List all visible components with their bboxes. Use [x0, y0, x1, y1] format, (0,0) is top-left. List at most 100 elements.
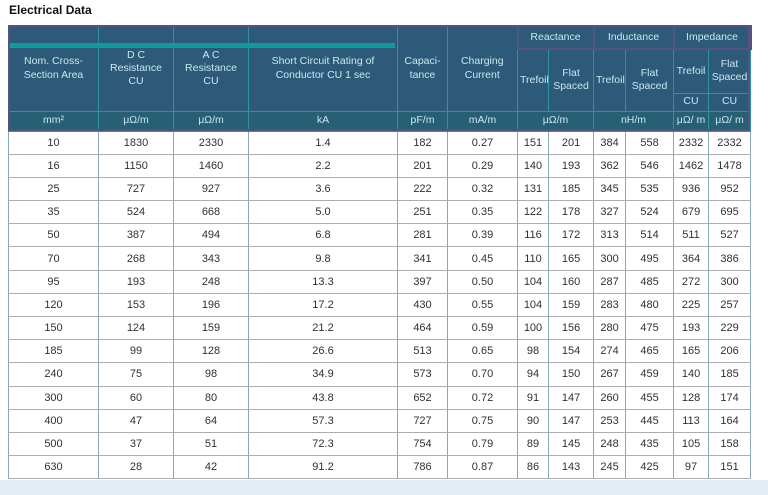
- subheader-impedance-flat-spaced: Flat Spaced: [708, 48, 752, 94]
- data-cell: 727: [397, 408, 448, 433]
- data-cell: 300: [593, 246, 627, 271]
- data-cell: 122: [517, 200, 549, 225]
- data-cell: 0.72: [447, 385, 518, 410]
- unit-dc-resistance: μΩ/m: [98, 110, 174, 132]
- data-cell: 124: [98, 315, 174, 341]
- data-cell: 384: [593, 130, 627, 155]
- electrical-table: Nom. Cross-Section Area D C Resistance C…: [8, 25, 752, 480]
- data-cell: 695: [708, 200, 752, 225]
- data-cell: 397: [397, 269, 448, 294]
- unit-impedance-trefoil: μΩ/ m: [673, 110, 710, 132]
- data-cell: 455: [625, 385, 675, 410]
- table-row: 120 153 196 17.2 430 0.55 104 159 283 480 225 257: [8, 292, 752, 318]
- data-cell: 0.45: [447, 246, 518, 271]
- data-cell: 89: [517, 431, 549, 457]
- data-cell: 229: [708, 315, 752, 341]
- data-cell: 99: [98, 339, 174, 364]
- data-cell: 9.8: [248, 246, 398, 271]
- header-sub-row: Trefoil Flat Spaced Trefoil Flat Spaced …: [9, 48, 752, 112]
- data-cell: 2332: [708, 130, 752, 155]
- data-cell: 253: [593, 408, 627, 433]
- table-row: 630 28 42 91.2 786 0.87 86 143 245 425 97 151: [8, 455, 752, 480]
- data-cell: 100: [517, 315, 549, 341]
- data-cell: 143: [547, 455, 595, 480]
- col-header-short-circuit: Short Circuit Rating of Conductor CU 1 s…: [248, 25, 398, 112]
- data-cell: 313: [593, 223, 627, 248]
- data-cell: 2332: [673, 130, 710, 155]
- data-cell: 494: [173, 223, 249, 248]
- table-body: 10 1830 2330 1.4 182 0.27 151 201 384 558 2332 2332…: [8, 130, 752, 480]
- table-row: 185 99 128 26.6 513 0.65 98 154 274 465 165 206: [8, 339, 752, 364]
- unit-inductance: nH/m: [593, 110, 675, 132]
- data-cell: 400: [8, 408, 99, 433]
- data-cell: 158: [708, 431, 752, 457]
- col-header-dc-resistance: D C Resistance CU: [98, 25, 174, 112]
- data-cell: 185: [8, 339, 99, 364]
- data-cell: 185: [708, 362, 752, 387]
- data-cell: 464: [397, 315, 448, 341]
- group-header-inductance: Inductance: [592, 25, 675, 50]
- bottom-band: [0, 480, 768, 495]
- data-cell: 97: [673, 455, 710, 480]
- data-cell: 70: [8, 246, 99, 271]
- data-cell: 248: [593, 431, 627, 457]
- data-cell: 37: [98, 431, 174, 457]
- data-cell: 90: [517, 408, 549, 433]
- data-cell: 480: [625, 292, 675, 318]
- data-cell: 91: [517, 385, 549, 410]
- table-row: 500 37 51 72.3 754 0.79 89 145 248 435 105 158: [8, 431, 752, 457]
- data-cell: 362: [593, 153, 627, 178]
- data-cell: 546: [625, 153, 675, 178]
- data-cell: 113: [673, 408, 710, 433]
- data-cell: 159: [173, 315, 249, 341]
- data-cell: 3.6: [248, 176, 398, 202]
- data-cell: 153: [98, 292, 174, 318]
- subheader-impedance-flat-cu: CU: [708, 92, 752, 112]
- data-cell: 147: [547, 408, 595, 433]
- table-row: 50 387 494 6.8 281 0.39 116 172 313 514 511 527: [8, 223, 752, 248]
- data-cell: 0.75: [447, 408, 518, 433]
- col-header-charging-current: Charging Current: [447, 25, 518, 112]
- unit-reactance: μΩ/m: [516, 110, 595, 132]
- data-cell: 13.3: [248, 269, 398, 294]
- data-cell: 128: [673, 385, 710, 410]
- page-title: Electrical Data: [9, 3, 92, 17]
- subheader-inductance-flat-spaced: Flat Spaced: [625, 48, 675, 112]
- data-cell: 98: [517, 339, 549, 364]
- data-cell: 57.3: [248, 408, 398, 433]
- subheader-reactance-flat-spaced: Flat Spaced: [547, 48, 595, 112]
- data-cell: 50: [8, 223, 99, 248]
- data-cell: 151: [517, 130, 549, 155]
- data-cell: 150: [547, 362, 595, 387]
- data-cell: 159: [547, 292, 595, 318]
- data-cell: 25: [8, 176, 99, 202]
- data-cell: 201: [397, 153, 448, 178]
- data-cell: 160: [547, 269, 595, 294]
- data-cell: 34.9: [248, 362, 398, 387]
- unit-cross-section: mm²: [8, 110, 99, 132]
- data-cell: 0.65: [447, 339, 518, 364]
- data-cell: 257: [708, 292, 752, 318]
- units-row: mm² μΩ/m μΩ/m kA pF/m mA/m μΩ/m nH/m μΩ/…: [8, 110, 752, 132]
- data-cell: 300: [708, 269, 752, 294]
- data-cell: 679: [673, 200, 710, 225]
- data-cell: 6.8: [248, 223, 398, 248]
- data-cell: 754: [397, 431, 448, 457]
- data-cell: 668: [173, 200, 249, 225]
- data-cell: 0.35: [447, 200, 518, 225]
- data-cell: 267: [593, 362, 627, 387]
- data-cell: 511: [673, 223, 710, 248]
- data-cell: 28: [98, 455, 174, 480]
- table-row: 16 1150 1460 2.2 201 0.29 140 193 362 546 1462 1478: [8, 153, 752, 178]
- data-cell: 287: [593, 269, 627, 294]
- data-cell: 0.79: [447, 431, 518, 457]
- data-cell: 527: [708, 223, 752, 248]
- data-cell: 145: [547, 431, 595, 457]
- data-cell: 0.32: [447, 176, 518, 202]
- data-cell: 150: [8, 315, 99, 341]
- data-cell: 535: [625, 176, 675, 202]
- data-cell: 341: [397, 246, 448, 271]
- data-cell: 201: [547, 130, 595, 155]
- data-cell: 268: [98, 246, 174, 271]
- data-cell: 140: [517, 153, 549, 178]
